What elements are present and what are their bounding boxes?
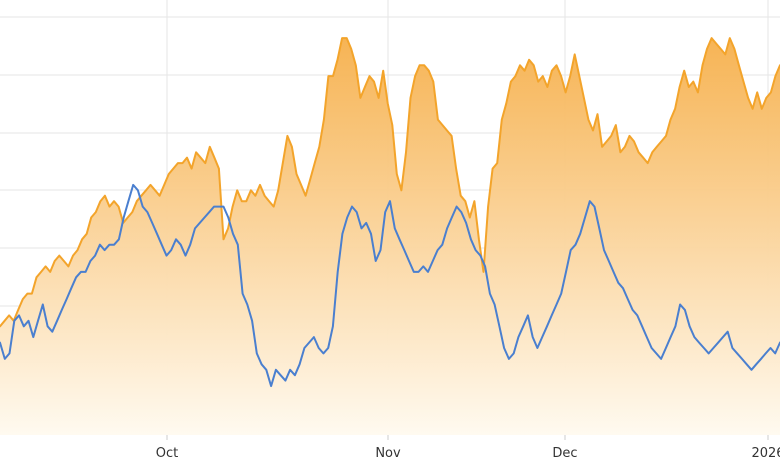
orange-series-line — [0, 37, 780, 328]
x-axis: Oct Nov Dec 2026 — [156, 435, 780, 461]
x-tick-label: Nov — [375, 446, 401, 461]
x-tick-label: Oct — [156, 446, 178, 461]
series-area-fill — [0, 38, 780, 435]
blue-series-line — [0, 183, 780, 388]
x-tick-label: Dec — [552, 446, 577, 461]
x-tick-label: 2026 — [751, 446, 780, 461]
series-lines — [0, 37, 780, 388]
series-area — [0, 38, 780, 435]
